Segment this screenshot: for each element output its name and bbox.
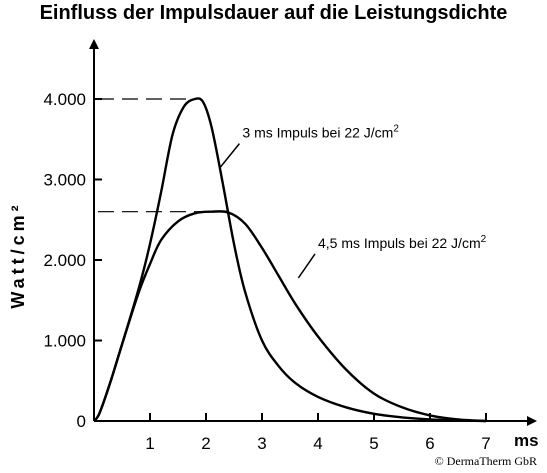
series-group <box>93 97 487 423</box>
y-tick-label: 0 <box>77 412 86 431</box>
x-tick-label: 6 <box>425 434 434 453</box>
y-tick-label: 4.000 <box>43 90 86 109</box>
series-line-2 <box>93 210 487 423</box>
x-tick-label: 4 <box>313 434 322 453</box>
x-axis-label: ms <box>514 431 539 450</box>
series-annotation-2: 4,5 ms Impuls bei 22 J/cm2 <box>318 234 487 251</box>
chart-title: Einfluss der Impulsdauer auf die Leistun… <box>39 2 508 24</box>
annotation-leader <box>297 253 316 279</box>
y-tick-label: 1.000 <box>43 332 86 351</box>
annotation-leader <box>219 143 240 169</box>
y-tick-label: 3.000 <box>43 171 86 190</box>
annotations: 3 ms Impuls bei 22 J/cm2 4,5 ms Impuls be… <box>219 124 487 279</box>
x-tick-label: 1 <box>145 434 154 453</box>
copyright-text: © DermaTherm GbR <box>434 454 537 468</box>
x-tick-label: 7 <box>481 434 490 453</box>
series-line-1 <box>93 97 487 423</box>
x-tick-label: 5 <box>369 434 378 453</box>
x-tick-label: 2 <box>201 434 210 453</box>
reference-lines <box>98 98 212 213</box>
series-annotation-1: 3 ms Impuls bei 22 J/cm2 <box>242 124 399 141</box>
y-axis-label: Watt/cm² <box>8 201 28 308</box>
x-tick-label: 3 <box>257 434 266 453</box>
y-tick-label: 2.000 <box>43 251 86 270</box>
